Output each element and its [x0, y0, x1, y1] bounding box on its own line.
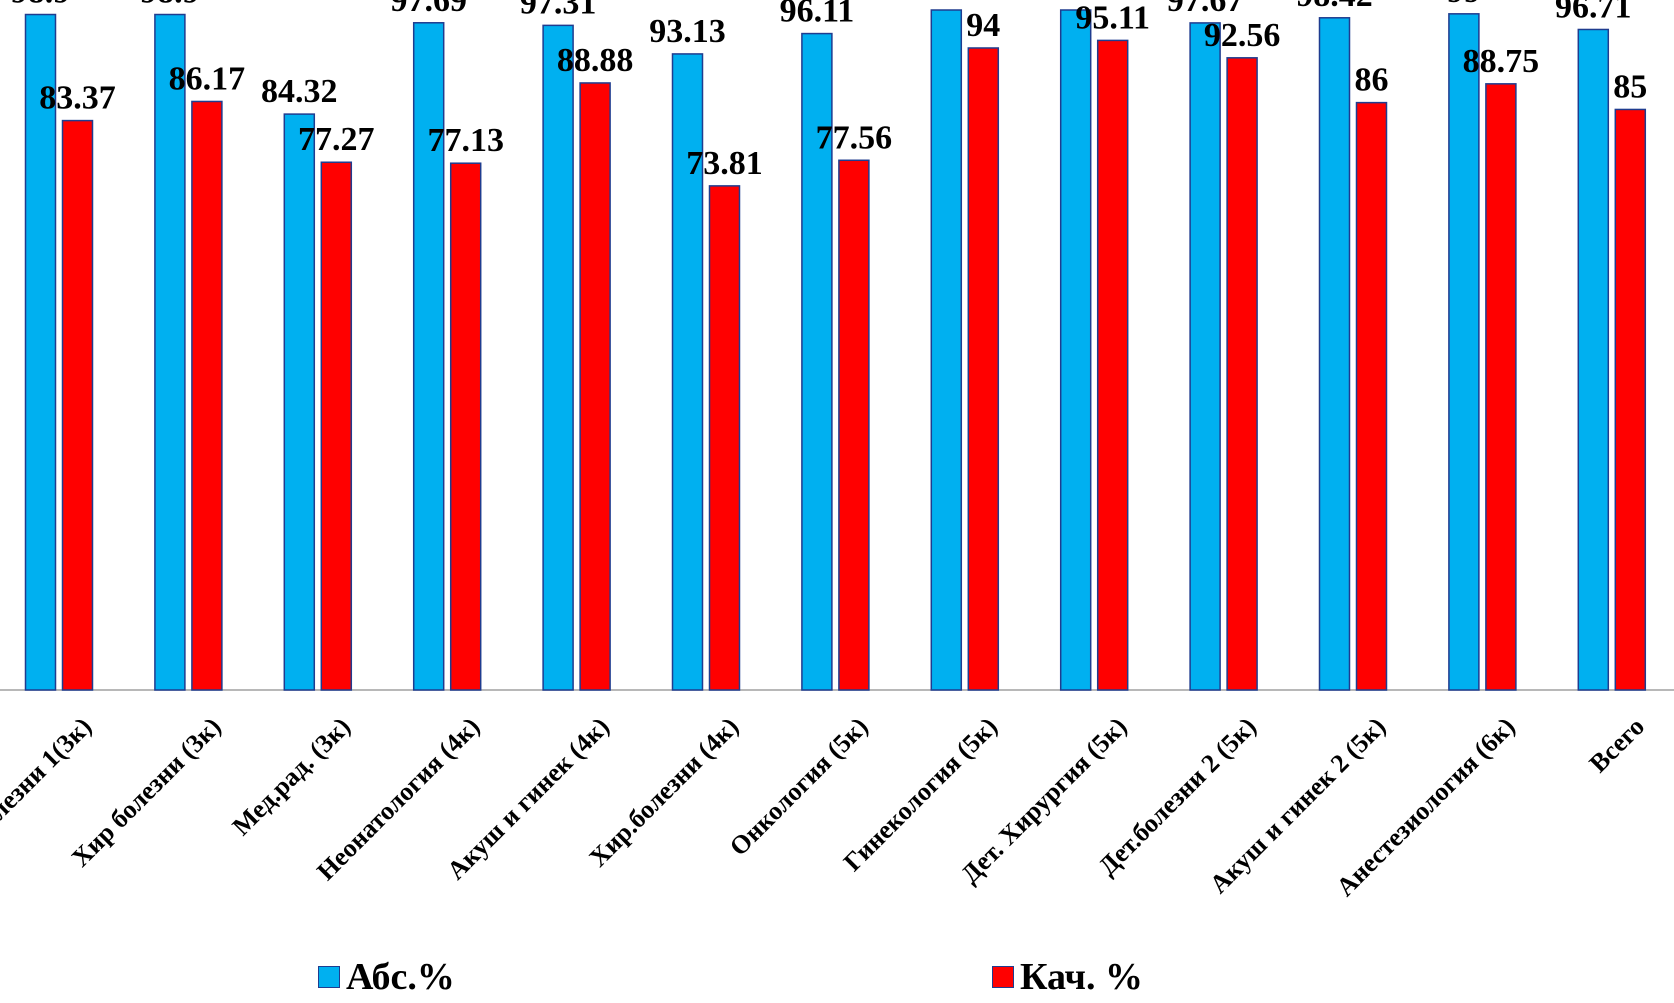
value-label-abs-10: 98.42 [1296, 0, 1373, 14]
value-label-abs-0: 98.9 [11, 0, 71, 11]
value-label-abs-2: 84.32 [261, 73, 338, 110]
category-label-6: Онкология (5к) [724, 712, 874, 862]
bar-abs-0 [24, 13, 57, 691]
value-label-kach-9: 92.56 [1204, 17, 1281, 54]
bar-abs-11 [1448, 13, 1480, 691]
value-label-kach-7: 94 [966, 7, 1000, 44]
value-label-abs-7: 99.56 [908, 0, 985, 6]
bar-kach-5 [708, 185, 741, 691]
value-label-abs-3: 97.69 [390, 0, 467, 19]
bar-kach-7 [967, 47, 1000, 691]
bar-kach-11 [1485, 83, 1517, 691]
bar-abs-1 [154, 13, 186, 691]
bar-kach-12 [1614, 108, 1647, 691]
bar-kach-2 [320, 161, 353, 691]
legend-swatch-abs [318, 966, 340, 988]
legend-label-kach: Кач. % [1020, 956, 1143, 998]
value-label-abs-5: 93.13 [649, 13, 726, 50]
value-label-kach-2: 77.27 [298, 121, 375, 158]
value-label-kach-3: 77.13 [427, 122, 504, 159]
value-label-abs-11: 99 [1447, 0, 1481, 10]
bar-abs-10 [1318, 17, 1351, 691]
bar-abs-2 [283, 113, 316, 691]
bar-abs-8 [1059, 9, 1092, 691]
bar-abs-12 [1577, 28, 1610, 691]
bar-kach-4 [579, 82, 611, 691]
bar-abs-7 [930, 9, 963, 691]
bar-kach-8 [1096, 39, 1129, 691]
bar-abs-3 [412, 22, 445, 691]
legend-label-abs: Абс.% [346, 956, 455, 998]
bar-kach-9 [1226, 57, 1258, 691]
value-label-abs-1: 98.9 [140, 0, 200, 11]
value-label-kach-10: 86 [1355, 62, 1389, 99]
value-label-abs-6: 96.11 [780, 0, 855, 30]
value-label-abs-4: 97.31 [520, 0, 597, 21]
bar-abs-4 [542, 24, 574, 691]
bar-abs-6 [801, 32, 833, 691]
value-label-kach-11: 88.75 [1463, 43, 1540, 80]
value-label-abs-8: 99.56 [1037, 0, 1114, 6]
value-label-kach-4: 88.88 [557, 42, 634, 79]
value-label-kach-5: 73.81 [686, 145, 763, 182]
category-label-2: Мед.рад. (3к) [227, 712, 356, 841]
bar-abs-5 [671, 53, 704, 691]
bar-abs-9 [1189, 22, 1221, 691]
bar-kach-0 [61, 119, 94, 691]
value-label-kach-12: 85 [1613, 68, 1647, 105]
bar-kach-6 [838, 159, 870, 691]
value-label-abs-9: 97.67 [1167, 0, 1244, 19]
bar-kach-1 [191, 100, 223, 691]
value-label-abs-12: 96.71 [1555, 0, 1632, 25]
value-label-kach-8: 95.11 [1075, 0, 1150, 36]
legend-item-abs: Абс.% [318, 955, 455, 999]
value-label-kach-6: 77.56 [816, 119, 893, 156]
value-label-kach-0: 83.37 [39, 80, 116, 117]
bar-kach-3 [449, 162, 482, 691]
legend-item-kach: Кач. % [992, 955, 1143, 999]
category-label-12: Всего [1584, 712, 1650, 778]
bar-kach-10 [1355, 101, 1388, 691]
legend-swatch-kach [992, 966, 1014, 988]
value-label-kach-1: 86.17 [169, 60, 246, 97]
